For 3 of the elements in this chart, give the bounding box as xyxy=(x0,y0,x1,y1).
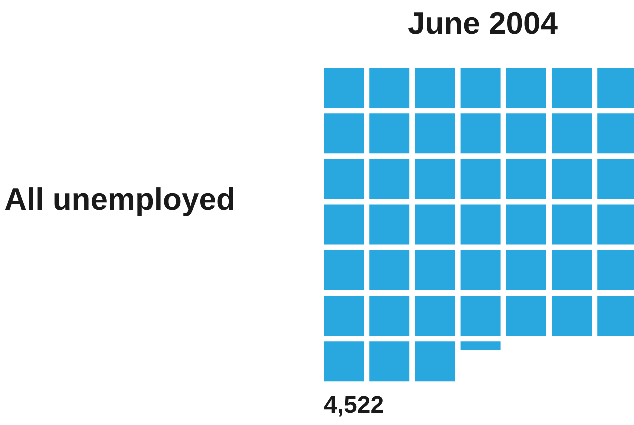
data-label: 4,522 xyxy=(324,392,384,420)
text: June 2004 xyxy=(407,6,559,42)
category-label: All unemployed xyxy=(4,181,236,219)
